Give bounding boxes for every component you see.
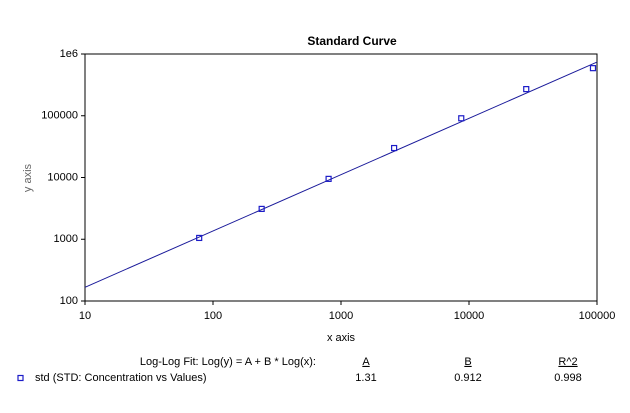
y-tick-label: 100000 <box>41 110 78 122</box>
fit-line <box>84 61 598 288</box>
fit-value: 0.998 <box>554 372 582 384</box>
x-tick-label: 10000 <box>454 310 485 322</box>
y-axis-label: y axis <box>22 163 34 192</box>
y-tick-label: 100 <box>60 295 78 307</box>
data-point <box>589 65 597 72</box>
fit-label: Log-Log Fit: Log(y) = A + B * Log(x): <box>140 356 316 368</box>
fit-header: R^2 <box>558 356 577 368</box>
fit-header: B <box>464 356 471 368</box>
legend-label: std (STD: Concentration vs Values) <box>35 372 207 384</box>
data-point <box>391 144 398 152</box>
data-point <box>523 86 530 93</box>
plot-frame <box>84 53 598 302</box>
data-point <box>258 205 265 213</box>
x-tick-label: 100 <box>204 310 222 322</box>
x-tick-label: 1000 <box>329 310 353 322</box>
data-point <box>196 234 203 242</box>
y-tick-label: 1000 <box>54 233 78 245</box>
x-tick-label: 10 <box>79 310 91 322</box>
fit-header: A <box>362 356 370 368</box>
fit-value: 0.912 <box>454 372 482 384</box>
y-tick-label: 10000 <box>47 171 78 183</box>
y-tick-label: 1e6 <box>60 48 78 60</box>
data-point <box>458 115 465 122</box>
fit-value: 1.31 <box>355 372 376 384</box>
data-point <box>325 175 332 182</box>
legend-marker <box>17 374 24 382</box>
x-tick-label: 100000 <box>579 310 616 322</box>
chart-title: Standard Curve <box>307 34 397 48</box>
x-axis-label: x axis <box>327 332 356 344</box>
